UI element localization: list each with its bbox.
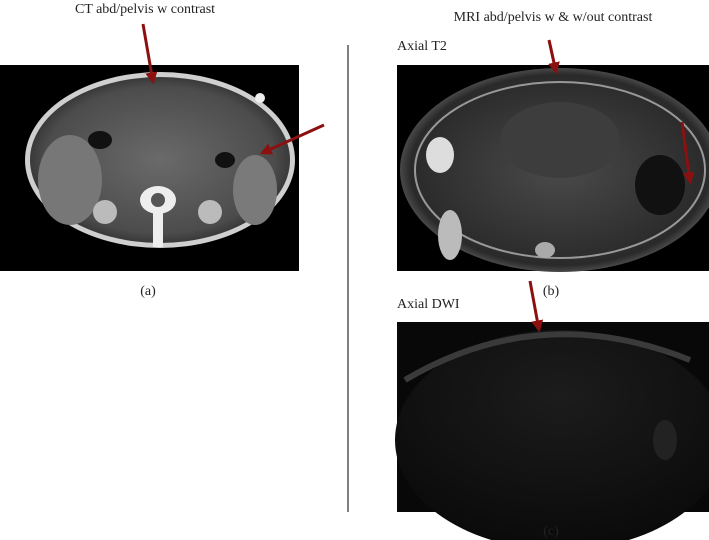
t2-image xyxy=(397,65,709,272)
ct-image xyxy=(0,65,299,271)
arrow xyxy=(141,23,158,85)
panel-title: CT abd/pelvis w contrast xyxy=(75,2,215,17)
caption: (c) xyxy=(543,524,559,539)
arrow xyxy=(528,280,544,333)
dwi-image xyxy=(395,322,709,540)
panel-label: Axial T2 xyxy=(397,39,447,54)
caption: (b) xyxy=(543,284,560,299)
panel-title: MRI abd/pelvis w & w/out contrast xyxy=(454,10,653,25)
arrow xyxy=(680,121,695,185)
panel-label: Axial DWI xyxy=(397,297,460,312)
arrow xyxy=(259,123,325,155)
caption: (a) xyxy=(140,284,156,299)
arrow xyxy=(547,39,560,75)
